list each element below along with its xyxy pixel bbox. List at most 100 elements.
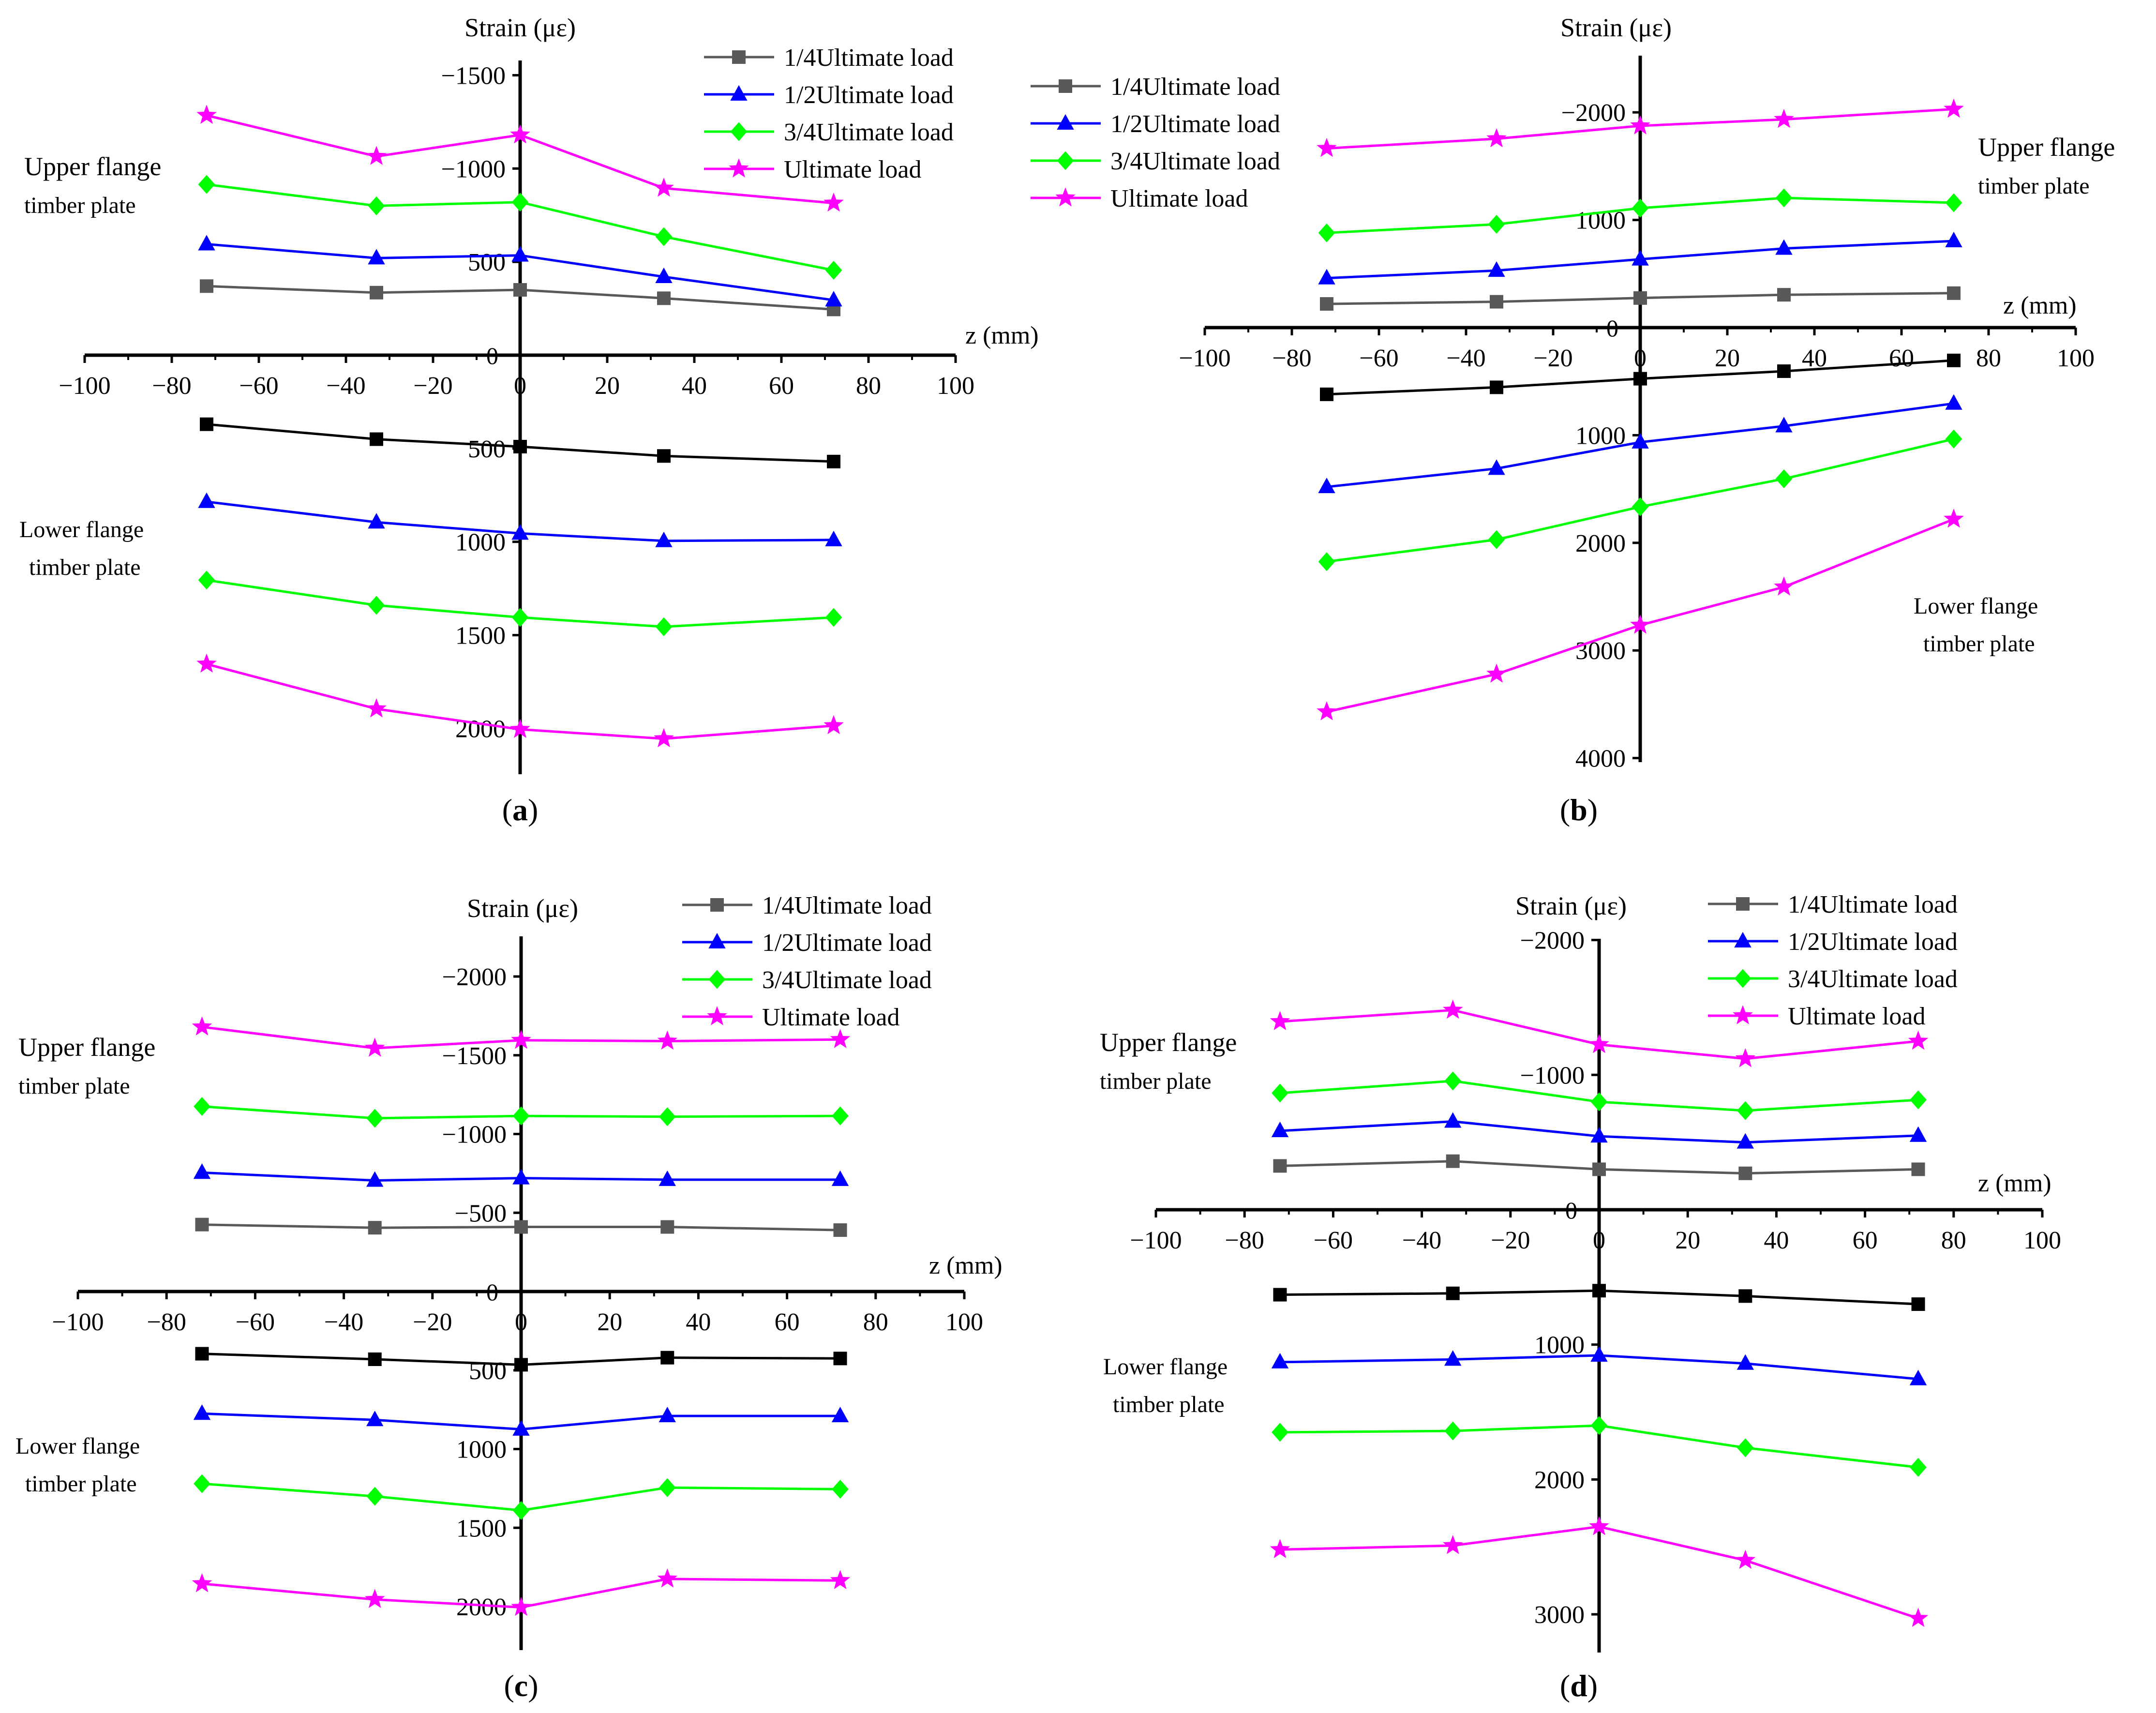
data-point-diamond xyxy=(832,1106,849,1126)
legend-marker-triangle xyxy=(730,85,748,101)
x-tick-label: −40 xyxy=(324,1308,363,1336)
data-point-diamond xyxy=(198,175,215,194)
data-point-triangle xyxy=(655,267,673,284)
data-point-diamond xyxy=(1945,193,1962,212)
data-point-star xyxy=(1317,137,1337,157)
legend-marker-diamond xyxy=(730,122,748,141)
data-point-triangle xyxy=(825,291,842,307)
upper-flange-annotation: Upper flange xyxy=(18,1033,155,1062)
x-tick-label: 80 xyxy=(1941,1227,1966,1254)
x-tick-label: 80 xyxy=(863,1308,888,1336)
data-point-diamond xyxy=(1632,497,1649,516)
legend-label: Ultimate load xyxy=(784,156,921,183)
data-point-square xyxy=(513,283,527,297)
lower-flange-annotation: Lower flange xyxy=(15,1433,140,1459)
legend-marker-star xyxy=(729,158,749,178)
y-tick-label: −1000 xyxy=(442,1121,507,1149)
y-axis-label: Strain (με) xyxy=(1560,13,1672,42)
data-point-diamond xyxy=(1775,469,1793,488)
x-tick-label: −60 xyxy=(1314,1227,1353,1254)
y-tick-label: 500 xyxy=(469,1357,507,1385)
data-point-triangle xyxy=(1444,1350,1462,1366)
data-point-triangle xyxy=(1737,1354,1754,1370)
data-point-star xyxy=(657,1030,678,1050)
upper-flange-annotation-line2: timber plate xyxy=(1100,1068,1212,1094)
data-point-star xyxy=(196,105,217,124)
lower-flange-annotation: Lower flange xyxy=(1103,1354,1228,1380)
data-point-star xyxy=(1735,1549,1756,1569)
x-tick-label: 100 xyxy=(945,1308,983,1336)
y-axis-label: Strain (με) xyxy=(467,894,578,923)
legend-label: 1/4Ultimate load xyxy=(1110,73,1280,101)
data-point-star xyxy=(654,177,674,197)
y-tick-label: −2000 xyxy=(442,963,507,991)
y-tick-label: −1000 xyxy=(441,155,506,183)
legend-marker-square xyxy=(732,50,746,64)
panel-label-letter: b xyxy=(1570,793,1587,827)
data-point-triangle xyxy=(831,1170,849,1186)
data-point-triangle xyxy=(368,513,385,529)
data-point-star xyxy=(511,1596,531,1616)
data-point-star xyxy=(823,715,844,735)
legend-marker-triangle xyxy=(708,932,726,948)
y-tick-label: −1500 xyxy=(441,62,506,90)
data-point-triangle xyxy=(1444,1112,1462,1128)
y-tick-label: 1500 xyxy=(455,622,506,650)
data-point-diamond xyxy=(659,1107,676,1127)
legend-marker-diamond xyxy=(1057,151,1074,170)
legend-marker-square xyxy=(1059,79,1072,93)
data-point-diamond xyxy=(512,1501,530,1520)
data-point-square xyxy=(514,1358,528,1372)
data-point-triangle xyxy=(1590,1346,1608,1362)
panel-label: (a) xyxy=(502,793,539,827)
x-axis-label: z (mm) xyxy=(1978,1170,2051,1197)
data-point-diamond xyxy=(1488,530,1505,549)
legend-marker-star xyxy=(707,1006,727,1025)
data-point-diamond xyxy=(511,608,529,627)
legend-marker-diamond xyxy=(708,970,726,989)
legend-label: 3/4Ultimate load xyxy=(784,119,954,146)
x-tick-label: 20 xyxy=(1715,345,1740,372)
x-tick-label: −60 xyxy=(239,372,278,400)
x-tick-label: −40 xyxy=(326,372,365,400)
x-tick-label: 60 xyxy=(769,372,794,400)
data-point-diamond xyxy=(366,1109,384,1128)
data-point-triangle xyxy=(831,1407,849,1423)
data-point-triangle xyxy=(1590,1127,1608,1143)
data-point-star xyxy=(1944,509,1964,528)
data-point-diamond xyxy=(366,1487,384,1506)
data-point-star xyxy=(1908,1608,1929,1627)
chart-panel-d: −100 −80 −60 −40 −20 0 20 40 60 80 100 z (mm) −2000 −… xyxy=(1100,891,2061,1703)
data-point-star xyxy=(1317,701,1337,721)
x-tick-label: −80 xyxy=(1225,1227,1264,1254)
data-point-triangle xyxy=(1775,417,1793,433)
data-point-star xyxy=(1908,1030,1929,1050)
data-point-star xyxy=(1630,615,1650,634)
data-point-star xyxy=(510,719,530,738)
x-tick-label: 100 xyxy=(2023,1227,2061,1254)
data-point-triangle xyxy=(366,1411,384,1427)
y-tick-label: 1000 xyxy=(455,529,506,556)
data-point-triangle xyxy=(366,1171,384,1187)
data-point-square xyxy=(370,432,383,446)
data-point-square xyxy=(833,1352,847,1366)
data-point-square xyxy=(195,1347,209,1361)
x-tick-label: −100 xyxy=(59,372,110,400)
y-tick-label: 2000 xyxy=(455,715,506,743)
upper-flange-annotation-line2: timber plate xyxy=(24,193,136,218)
data-point-square xyxy=(1320,387,1333,401)
data-point-square xyxy=(370,286,383,300)
data-point-diamond xyxy=(1632,198,1649,218)
y-tick-label: 0 xyxy=(486,1278,498,1306)
data-point-star xyxy=(366,698,387,718)
data-point-square xyxy=(1633,372,1647,386)
data-point-square xyxy=(1911,1162,1925,1176)
data-point-triangle xyxy=(198,492,215,508)
legend-label: 1/4Ultimate load xyxy=(762,892,932,919)
data-point-diamond xyxy=(1272,1083,1288,1103)
data-point-triangle xyxy=(198,235,215,251)
data-point-star xyxy=(1735,1048,1756,1067)
data-point-star xyxy=(823,192,844,212)
data-point-diamond xyxy=(512,1106,530,1126)
x-tick-label: −80 xyxy=(147,1308,186,1336)
